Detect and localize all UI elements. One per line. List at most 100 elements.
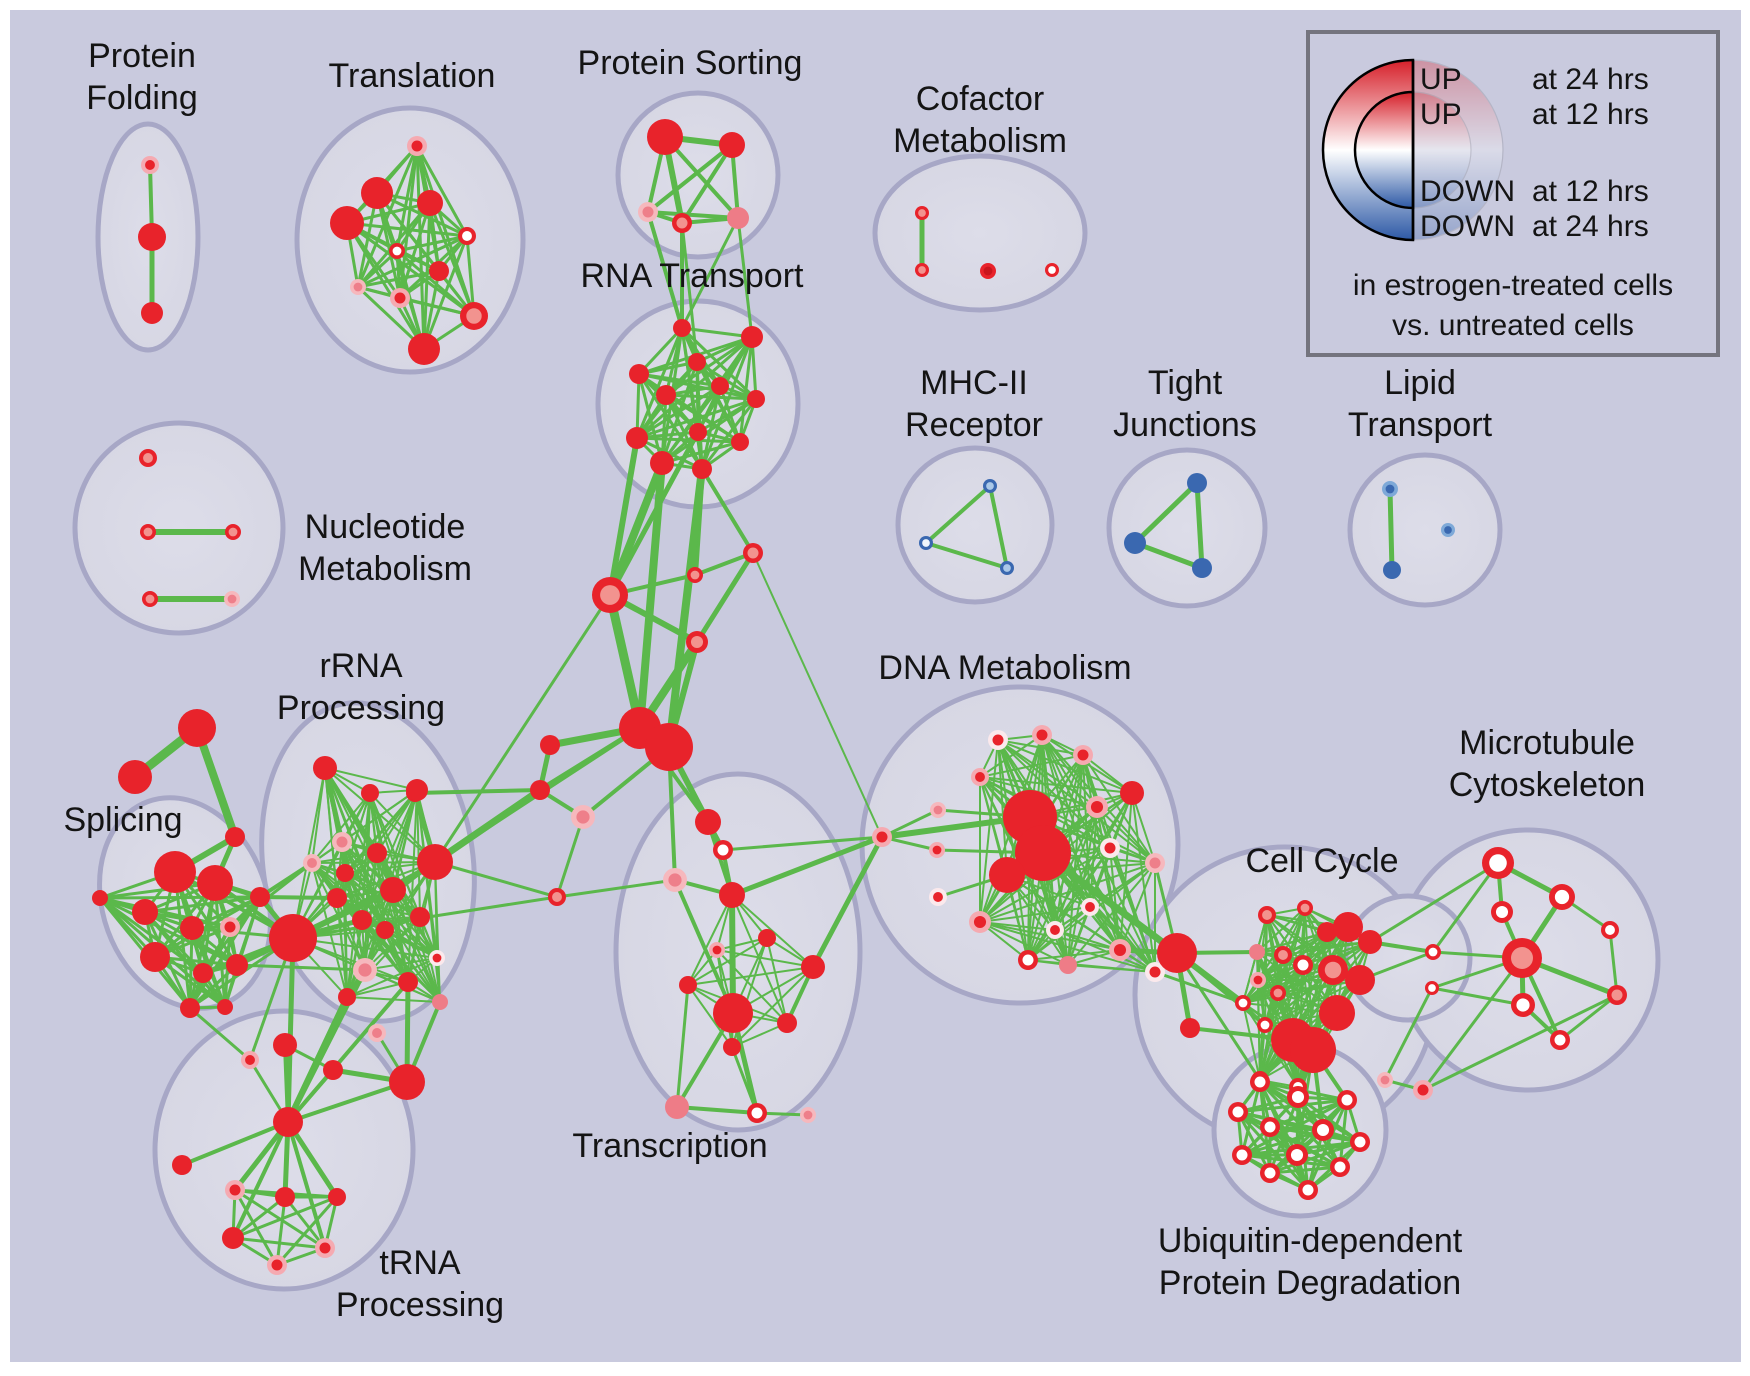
cluster-ellipse-nucleotide-metabolism	[72, 420, 286, 636]
node-inner-core	[1302, 1184, 1314, 1196]
network-edge	[979, 862, 1156, 923]
node-inner-core	[411, 140, 423, 152]
network-node	[193, 963, 213, 983]
network-edge	[1119, 792, 1133, 951]
node-layer	[92, 119, 1627, 1275]
cluster-label-ubiquitin-degradation: Ubiquitin-dependent	[1158, 1222, 1463, 1260]
network-node	[1333, 912, 1363, 942]
node-outer-ring	[989, 857, 1025, 893]
node-outer-ring	[530, 780, 550, 800]
node-inner-core	[228, 527, 238, 537]
node-inner-core	[358, 963, 372, 977]
network-edge	[988, 484, 1009, 570]
network-node	[1228, 1102, 1248, 1122]
network-edge	[979, 921, 1056, 931]
network-node	[592, 577, 628, 613]
node-outer-ring	[719, 882, 745, 908]
node-outer-ring	[380, 877, 406, 903]
cluster-label-rrna-processing: Processing	[277, 689, 445, 727]
node-outer-ring	[1317, 922, 1337, 942]
network-node	[919, 536, 933, 550]
network-edge	[693, 551, 755, 577]
network-node	[458, 227, 476, 245]
node-inner-core	[1264, 1167, 1276, 1179]
network-node	[758, 929, 776, 947]
network-node	[389, 1064, 425, 1100]
network-node	[267, 1255, 287, 1275]
network-node	[1491, 901, 1513, 923]
network-node	[1260, 1117, 1280, 1137]
network-node	[1059, 956, 1077, 974]
network-node	[1377, 1072, 1393, 1088]
network-node	[1482, 847, 1514, 879]
node-outer-ring	[327, 888, 347, 908]
node-inner-core	[1149, 857, 1161, 869]
network-edge	[687, 984, 733, 1048]
network-node	[217, 999, 233, 1015]
network-node	[407, 136, 427, 156]
node-outer-ring	[1157, 933, 1197, 973]
network-node	[686, 631, 708, 653]
node-inner-core	[1036, 729, 1048, 741]
network-node	[220, 917, 240, 937]
node-outer-ring	[1249, 944, 1265, 960]
network-edge	[979, 847, 1111, 923]
cluster-label-rna-transport: RNA Transport	[581, 257, 805, 295]
network-edge	[1054, 929, 1121, 951]
network-edge	[979, 776, 1133, 794]
network-node	[687, 567, 703, 583]
legend-time-label: at 24 hrs	[1532, 210, 1649, 243]
network-node	[626, 427, 648, 449]
node-outer-ring	[406, 779, 428, 801]
network-edge	[285, 935, 296, 1125]
node-inner-core	[1334, 1161, 1346, 1173]
network-edge	[721, 835, 884, 852]
node-outer-ring	[226, 954, 248, 976]
node-inner-core	[1341, 1094, 1353, 1106]
legend-glyph-half	[1353, 90, 1415, 210]
node-outer-ring	[1059, 956, 1077, 974]
network-node	[225, 1180, 245, 1200]
node-inner-core	[1444, 526, 1452, 534]
node-outer-ring	[727, 207, 749, 229]
network-edge	[1109, 847, 1121, 951]
cluster-label-microtubule-cytoskeleton: Microtubule	[1459, 724, 1635, 762]
network-edge	[979, 754, 1084, 778]
network-edge	[637, 372, 704, 471]
network-edge	[345, 221, 426, 351]
node-inner-core	[336, 836, 348, 848]
network-edge	[364, 957, 438, 971]
network-edge	[635, 384, 722, 440]
network-node	[1345, 965, 1375, 995]
network-node	[672, 213, 692, 233]
network-edge	[687, 966, 814, 986]
network-node	[1260, 1163, 1280, 1183]
node-outer-ring	[689, 423, 707, 441]
network-node	[1180, 1018, 1200, 1038]
cluster-label-splicing: Splicing	[63, 801, 182, 839]
network-node	[140, 524, 156, 540]
network-edge	[1082, 754, 1156, 864]
network-edge	[736, 216, 754, 339]
node-outer-ring	[389, 1064, 425, 1100]
network-edge	[694, 550, 756, 645]
network-node	[225, 524, 241, 540]
network-edge	[416, 789, 441, 1003]
network-node	[1250, 1072, 1270, 1092]
network-edge	[979, 739, 999, 923]
node-inner-core	[392, 246, 402, 256]
network-node	[692, 459, 712, 479]
network-edge	[1368, 861, 1500, 944]
cluster-label-tight-junctions: Junctions	[1113, 406, 1257, 444]
network-edge	[345, 221, 476, 318]
network-edge	[1153, 970, 1245, 1005]
network-node	[1073, 745, 1093, 765]
node-outer-ring	[172, 1155, 192, 1175]
network-edge	[660, 397, 758, 465]
cluster-label-protein-sorting: Protein Sorting	[578, 44, 803, 82]
network-node	[172, 1155, 192, 1175]
network-node	[338, 988, 356, 1006]
node-outer-ring	[540, 735, 560, 755]
network-node	[224, 591, 240, 607]
